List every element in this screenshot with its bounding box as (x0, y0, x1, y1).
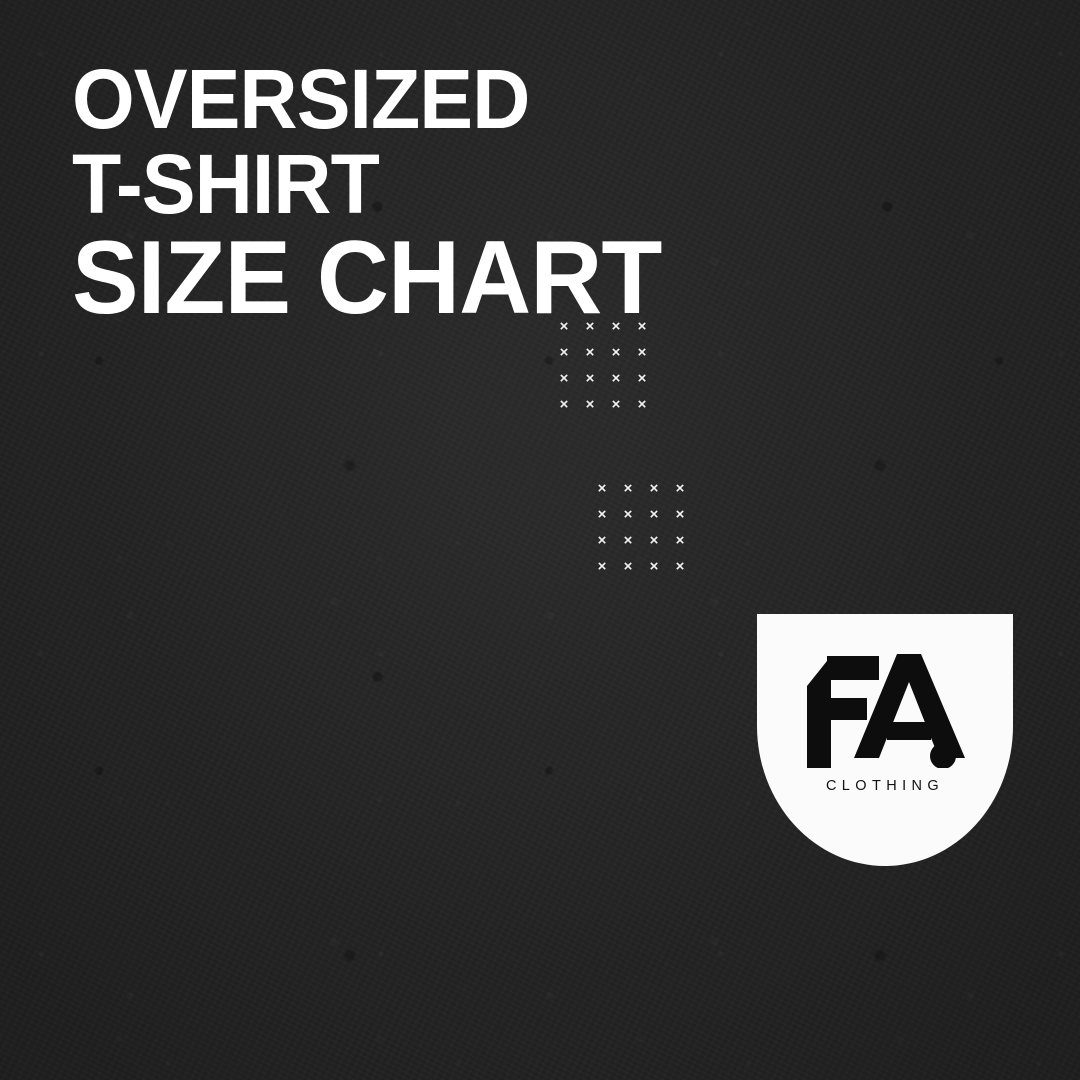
x-mark-icon: × (637, 395, 647, 413)
x-mark-icon: × (585, 369, 595, 387)
page-title: OVERSIZED T-SHIRT SIZE CHART (72, 52, 712, 336)
x-mark-icon: × (597, 505, 607, 523)
x-mark-icon: × (637, 343, 647, 361)
brand-logo-badge: CLOTHING (757, 613, 1013, 866)
x-mark-icon: × (675, 479, 685, 497)
x-mark-icon: × (559, 343, 569, 361)
logo-subtitle: CLOTHING (825, 777, 945, 794)
x-mark-icon: × (649, 531, 659, 549)
x-mark-icon: × (623, 557, 633, 575)
x-mark-icon: × (559, 369, 569, 387)
x-mark-icon: × (611, 317, 621, 335)
x-grid-top-left-of-logo: × × × × × × × × × × × × × × × × (551, 319, 1080, 423)
x-mark-icon: × (611, 395, 621, 413)
x-mark-icon: × (597, 531, 607, 549)
x-mark-icon: × (611, 369, 621, 387)
x-mark-icon: × (585, 395, 595, 413)
x-mark-icon: × (637, 317, 647, 335)
x-mark-icon: × (623, 479, 633, 497)
x-mark-icon: × (585, 343, 595, 361)
fa-monogram-icon (807, 653, 965, 768)
x-mark-icon: × (675, 557, 685, 575)
x-mark-icon: × (649, 505, 659, 523)
headline-line-2: T-SHIRT (72, 136, 380, 231)
headline-line-1: OVERSIZED (72, 52, 530, 146)
x-mark-icon: × (559, 317, 569, 335)
x-mark-icon: × (585, 317, 595, 335)
x-mark-icon: × (675, 505, 685, 523)
x-mark-icon: × (597, 557, 607, 575)
x-mark-icon: × (649, 557, 659, 575)
headline-line-3: SIZE CHART (72, 219, 662, 336)
x-mark-icon: × (675, 531, 685, 549)
x-mark-icon: × (611, 343, 621, 361)
x-mark-icon: × (623, 505, 633, 523)
x-mark-icon: × (623, 531, 633, 549)
x-mark-icon: × (637, 369, 647, 387)
x-mark-icon: × (597, 479, 607, 497)
x-grid-top-offset: × × × × × × × × × × × × × × × × (589, 481, 1080, 585)
x-mark-icon: × (559, 395, 569, 413)
x-mark-icon: × (649, 479, 659, 497)
